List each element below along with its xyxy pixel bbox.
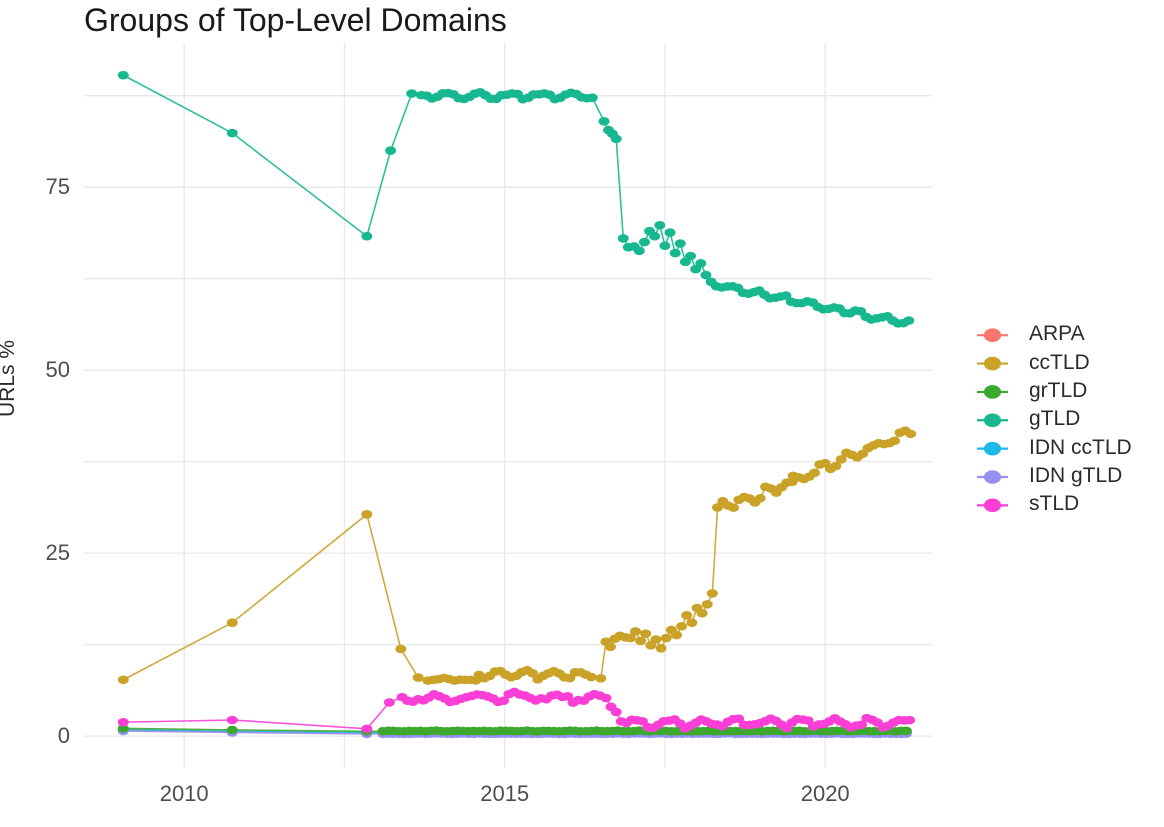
svg-text:2010: 2010 bbox=[160, 781, 209, 806]
svg-text:2020: 2020 bbox=[801, 781, 850, 806]
svg-text:50: 50 bbox=[46, 357, 70, 382]
svg-text:0: 0 bbox=[58, 723, 70, 748]
svg-text:2015: 2015 bbox=[480, 781, 529, 806]
svg-text:25: 25 bbox=[46, 540, 70, 565]
svg-text:75: 75 bbox=[46, 174, 70, 199]
